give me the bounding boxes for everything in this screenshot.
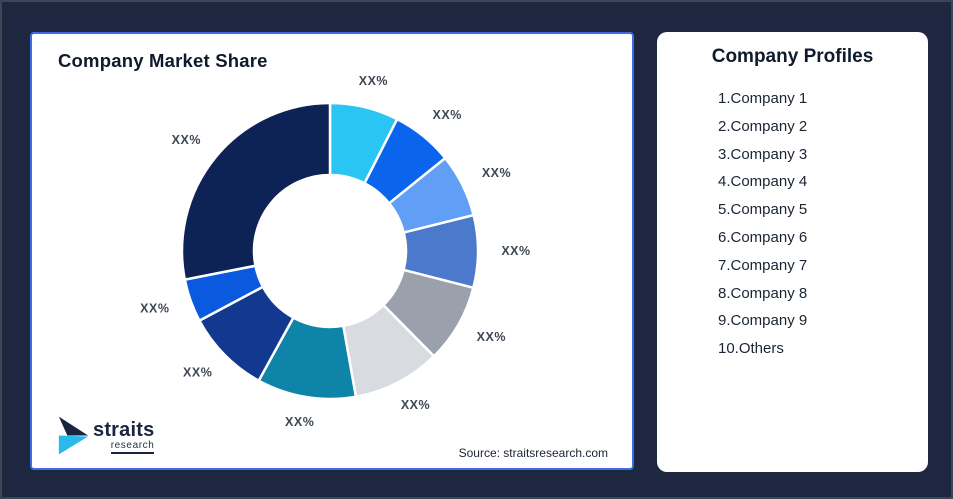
profiles-title: Company Profiles xyxy=(711,46,874,67)
segment-label: XX% xyxy=(433,108,462,122)
list-item: 10.Others xyxy=(718,340,784,358)
profiles-list: 1.Company 1 2.Company 2 3.Company 3 4.Co… xyxy=(657,85,928,363)
segment-label: XX% xyxy=(482,166,511,180)
segment-label: XX% xyxy=(359,74,388,88)
market-share-card: Company Market Share XX% XX% XX% XX% XX% XX% X… xyxy=(30,32,634,470)
donut-chart: XX% XX% XX% XX% XX% XX% XX% XX% XX% XX% xyxy=(140,74,530,429)
segment-label: XX% xyxy=(172,133,201,147)
logo-name-text: straits xyxy=(93,419,155,441)
list-item: 7.Company 7 xyxy=(718,256,808,274)
list-item: 3.Company 3 xyxy=(718,145,808,163)
list-item: 4.Company 4 xyxy=(718,173,808,191)
segment-label: XX% xyxy=(477,330,506,344)
segment-label: XX% xyxy=(140,302,169,316)
segment-label: XX% xyxy=(401,398,430,412)
segment-label: XX% xyxy=(183,366,212,380)
straits-logo-icon xyxy=(58,416,89,455)
source-attribution: Source: straitsresearch.com xyxy=(458,446,608,460)
list-item: 9.Company 9 xyxy=(718,312,808,330)
list-item: 5.Company 5 xyxy=(718,201,808,219)
segment-label: XX% xyxy=(285,415,314,429)
list-item: 2.Company 2 xyxy=(718,117,808,135)
company-profiles-card: Company Profiles 1.Company 1 2.Company 2… xyxy=(657,32,928,472)
logo-sub-text: research xyxy=(110,440,155,454)
list-item: 1.Company 1 xyxy=(718,90,808,107)
list-item: 6.Company 6 xyxy=(718,228,808,246)
chart-title: Company Market Share xyxy=(58,50,268,71)
straits-research-logo: straits research xyxy=(56,415,155,456)
donut-segment-others xyxy=(180,101,332,281)
segment-label: XX% xyxy=(501,244,530,258)
list-item: 8.Company 8 xyxy=(718,284,808,302)
